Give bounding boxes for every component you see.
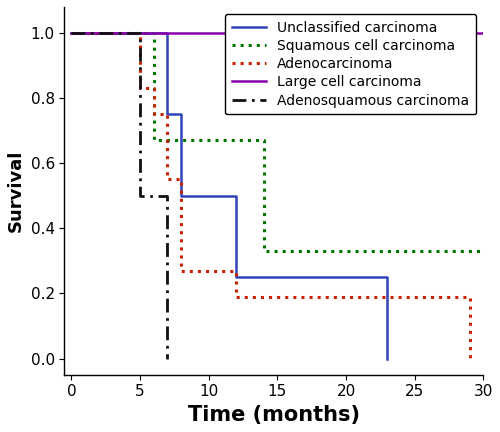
Y-axis label: Survival: Survival — [7, 149, 25, 232]
X-axis label: Time (months): Time (months) — [188, 405, 360, 425]
Unclassified carcinoma — [178, 193, 184, 198]
Adenocarcinoma — [233, 294, 239, 299]
Unclassified carcinoma — [68, 30, 74, 35]
Large cell carcinoma — [164, 30, 170, 35]
Adenosquamous carcinoma — [164, 356, 170, 361]
Squamous cell carcinoma — [260, 248, 266, 254]
Squamous cell carcinoma — [150, 138, 156, 143]
Adenosquamous carcinoma — [164, 356, 170, 361]
Squamous cell carcinoma — [68, 30, 74, 35]
Legend: Unclassified carcinoma, Squamous cell carcinoma, Adenocarcinoma, Large cell carc: Unclassified carcinoma, Squamous cell ca… — [224, 14, 476, 114]
Large cell carcinoma — [68, 30, 74, 35]
Adenocarcinoma — [466, 356, 472, 361]
Adenocarcinoma — [150, 112, 156, 117]
Line: Adenocarcinoma: Adenocarcinoma — [72, 33, 469, 359]
Adenocarcinoma — [164, 177, 170, 182]
Squamous cell carcinoma — [480, 248, 486, 254]
Adenocarcinoma — [178, 268, 184, 273]
Unclassified carcinoma — [233, 274, 239, 280]
Line: Squamous cell carcinoma: Squamous cell carcinoma — [72, 33, 484, 251]
Line: Adenosquamous carcinoma: Adenosquamous carcinoma — [72, 33, 168, 359]
Adenocarcinoma — [370, 294, 376, 299]
Adenocarcinoma — [466, 294, 472, 299]
Adenocarcinoma — [137, 86, 143, 91]
Unclassified carcinoma — [384, 356, 390, 361]
Adenosquamous carcinoma — [137, 193, 143, 198]
Squamous cell carcinoma — [178, 138, 184, 143]
Adenocarcinoma — [68, 30, 74, 35]
Adenosquamous carcinoma — [68, 30, 74, 35]
Unclassified carcinoma — [206, 193, 212, 198]
Adenosquamous carcinoma — [150, 193, 156, 198]
Unclassified carcinoma — [164, 112, 170, 117]
Line: Unclassified carcinoma: Unclassified carcinoma — [72, 33, 387, 359]
Large cell carcinoma — [480, 30, 486, 35]
Unclassified carcinoma — [384, 274, 390, 280]
